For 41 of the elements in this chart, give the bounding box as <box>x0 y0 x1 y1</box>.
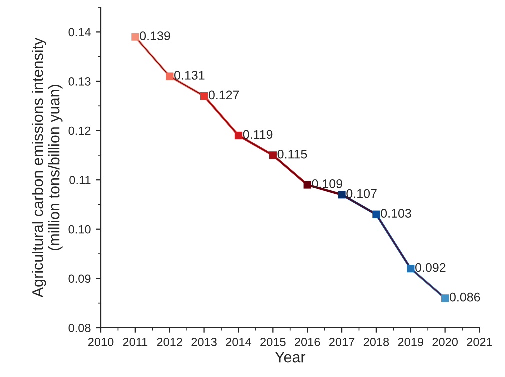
point <box>166 72 174 80</box>
x-tick-label: 2013 <box>192 338 217 346</box>
x-tick-label: 2012 <box>157 338 182 346</box>
y-tick-label: 0.13 <box>68 78 91 86</box>
point <box>442 294 450 302</box>
x-axis-title: Year <box>275 352 306 363</box>
data-label: 0.139 <box>140 32 170 40</box>
x-tick-label: 2017 <box>329 338 355 346</box>
data-label: 0.086 <box>450 292 480 302</box>
x-tick-label: 2019 <box>398 338 424 346</box>
x-tick-label: 2011 <box>123 338 148 346</box>
point <box>234 132 243 140</box>
data-label: 0.127 <box>208 90 240 100</box>
point <box>407 265 415 273</box>
x-tick-label: 2020 <box>432 338 458 346</box>
data-label: 0.107 <box>346 189 377 198</box>
y-axis-title: Agricultural carbon emissions intensity (million tons/billion yuan) <box>32 38 63 298</box>
x-tick-label: 2010 <box>88 338 114 346</box>
point <box>304 181 312 189</box>
y-tick-label: 0.09 <box>68 274 91 284</box>
y-tick-label: 0.10 <box>68 225 91 234</box>
data-label: 0.109 <box>312 180 342 188</box>
y-tick-label: 0.12 <box>68 126 91 136</box>
data-label: 0.115 <box>278 150 308 159</box>
data-label: 0.119 <box>243 130 273 140</box>
x-tick-label: 2015 <box>260 338 286 346</box>
point <box>132 33 140 41</box>
data-label: 0.103 <box>381 209 412 218</box>
y-tick-label: 0.14 <box>68 28 91 37</box>
point <box>269 152 277 160</box>
data-label: 0.092 <box>416 263 446 272</box>
y-tick-label: 0.11 <box>70 176 91 184</box>
x-tick-label: 2014 <box>226 338 252 346</box>
x-tick-label: 2021 <box>467 338 492 346</box>
point <box>372 210 380 218</box>
x-tick-label: 2016 <box>295 338 320 346</box>
point <box>200 92 208 100</box>
point <box>338 191 346 199</box>
data-label: 0.131 <box>174 71 205 80</box>
y-tick-label: 0.08 <box>68 324 91 332</box>
x-tick-label: 2018 <box>364 338 390 346</box>
